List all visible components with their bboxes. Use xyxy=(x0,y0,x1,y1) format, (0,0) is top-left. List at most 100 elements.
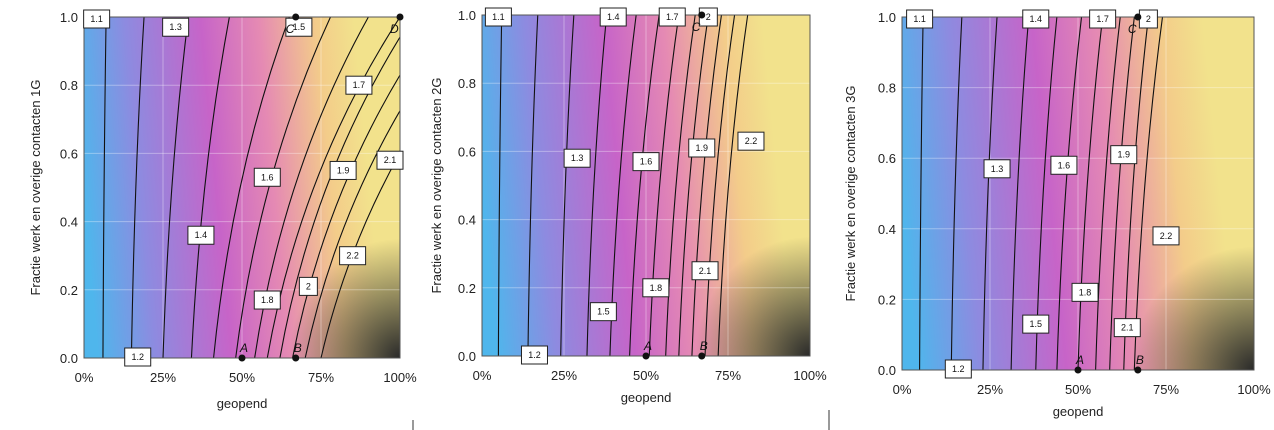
contour-line-1-5 xyxy=(213,17,290,358)
x-tick-label: 50% xyxy=(633,368,659,383)
contour-label-box xyxy=(632,152,660,172)
contour-label-text: 1.1 xyxy=(492,12,505,22)
x-tick-label: 100% xyxy=(1237,382,1271,397)
contour-label-text: 1.5 xyxy=(1030,319,1043,329)
contour-label: 2 xyxy=(1138,9,1158,29)
contour-label-box xyxy=(484,7,512,27)
y-tick-label: 1.0 xyxy=(458,8,476,23)
contour-label-text: 1.8 xyxy=(1079,287,1092,297)
contour-label-box xyxy=(1110,145,1138,165)
heatmap-dark-corner xyxy=(84,17,400,358)
contour-label-box xyxy=(944,359,972,379)
contour-label-box xyxy=(345,75,373,95)
y-tick-label: 0.6 xyxy=(458,144,476,159)
contour-label-text: 2.1 xyxy=(384,155,397,165)
point-b-label: B xyxy=(700,339,708,353)
y-tick-label: 0.2 xyxy=(458,281,476,296)
contour-line-1-4 xyxy=(1010,17,1030,370)
contour-label: 2.2 xyxy=(1152,226,1180,246)
contour-label-text: 2.1 xyxy=(1121,323,1134,333)
y-tick-label: 1.0 xyxy=(60,10,78,25)
contour-line-1-2 xyxy=(130,17,145,358)
point-b-label: B xyxy=(294,341,302,355)
contour-label: 1.8 xyxy=(253,290,281,310)
contour-label-text: 2.2 xyxy=(1160,231,1173,241)
contour-label: 1.3 xyxy=(162,17,190,37)
contour-label-text: 1.7 xyxy=(1096,14,1109,24)
contour-label: 2.2 xyxy=(339,246,367,266)
contour-label-text: 1.7 xyxy=(353,80,366,90)
contour-label: 1.8 xyxy=(1071,282,1099,302)
point-b-marker xyxy=(698,352,706,360)
y-tick-label: 0.8 xyxy=(878,81,896,96)
contour-label-box xyxy=(599,7,627,27)
contour-line-1-4 xyxy=(586,15,608,356)
contour-label: 2.1 xyxy=(376,150,404,170)
contour-label-box xyxy=(83,9,111,29)
contour-label-box xyxy=(691,261,719,281)
point-d-label: D xyxy=(390,22,399,36)
x-tick-label: 0% xyxy=(75,370,94,385)
point-b-marker xyxy=(1134,366,1142,374)
contour-label-text: 1.6 xyxy=(1058,160,1071,170)
contour-label-text: 2.2 xyxy=(745,136,758,146)
contour-line-1-3 xyxy=(982,17,998,370)
contour-label: 1.2 xyxy=(520,345,548,365)
contour-label-box xyxy=(376,150,404,170)
contour-label-text: 1.3 xyxy=(991,164,1004,174)
contour-line-2-2 xyxy=(320,152,400,358)
x-tick-label: 25% xyxy=(150,370,176,385)
contour-label-box xyxy=(162,17,190,37)
point-c-marker xyxy=(1134,13,1142,21)
x-axis-label: geopend xyxy=(621,390,672,405)
contour-line-1-1 xyxy=(497,15,503,356)
contour-label: 2.1 xyxy=(1113,318,1141,338)
contour-label: 1.7 xyxy=(345,75,373,95)
contour-label-box xyxy=(1050,155,1078,175)
contour-label-text: 2 xyxy=(706,12,711,22)
point-a-marker xyxy=(238,354,246,362)
contour-line-1-6 xyxy=(629,15,660,356)
y-tick-label: 0.0 xyxy=(60,351,78,366)
contour-line-2-2 xyxy=(717,15,749,356)
y-tick-label: 1.0 xyxy=(878,10,896,25)
contour-line-1-9 xyxy=(1109,17,1135,370)
contour-label: 1.1 xyxy=(83,9,111,29)
y-axis-label: Fractie werk en overige contacten 2G xyxy=(429,77,444,293)
contour-label-text: 1.2 xyxy=(131,352,144,362)
contour-label: 1.4 xyxy=(187,225,215,245)
contour-label: 1.9 xyxy=(688,138,716,158)
contour-label-box xyxy=(906,9,934,29)
contour-label-text: 1.1 xyxy=(90,14,103,24)
point-a-marker xyxy=(1074,366,1082,374)
contour-line-1-1 xyxy=(102,17,107,358)
contour-label-text: 1.4 xyxy=(607,12,620,22)
contour-line-1-3 xyxy=(560,15,575,356)
contour-label: 1.1 xyxy=(484,7,512,27)
y-tick-label: 0.0 xyxy=(878,363,896,378)
x-tick-label: 50% xyxy=(229,370,255,385)
contour-label-text: 1.6 xyxy=(640,157,653,167)
contour-label-text: 1.6 xyxy=(261,172,274,182)
x-tick-label: 75% xyxy=(715,368,741,383)
contour-label-box xyxy=(253,167,281,187)
contour-label-box xyxy=(1089,9,1117,29)
point-c-label: C xyxy=(286,22,295,36)
contour-line-2-1 xyxy=(704,15,736,356)
contour-label: 1.9 xyxy=(329,160,357,180)
contour-label-text: 1.9 xyxy=(1118,150,1131,160)
point-b-label: B xyxy=(1136,353,1144,367)
contour-label-text: 1.5 xyxy=(597,307,610,317)
point-c-marker xyxy=(698,11,706,19)
contour-label-text: 2.2 xyxy=(346,251,359,261)
contour-label-text: 1.8 xyxy=(650,283,663,293)
y-tick-label: 0.2 xyxy=(878,292,896,307)
contour-label-box xyxy=(737,131,765,151)
x-tick-label: 100% xyxy=(793,368,827,383)
x-tick-label: 0% xyxy=(473,368,492,383)
heatmap-dark-corner xyxy=(902,17,1254,370)
contour-line-1-9 xyxy=(678,15,709,356)
x-tick-label: 50% xyxy=(1065,382,1091,397)
contour-label: 1.5 xyxy=(285,17,313,37)
y-tick-label: 0.6 xyxy=(878,151,896,166)
